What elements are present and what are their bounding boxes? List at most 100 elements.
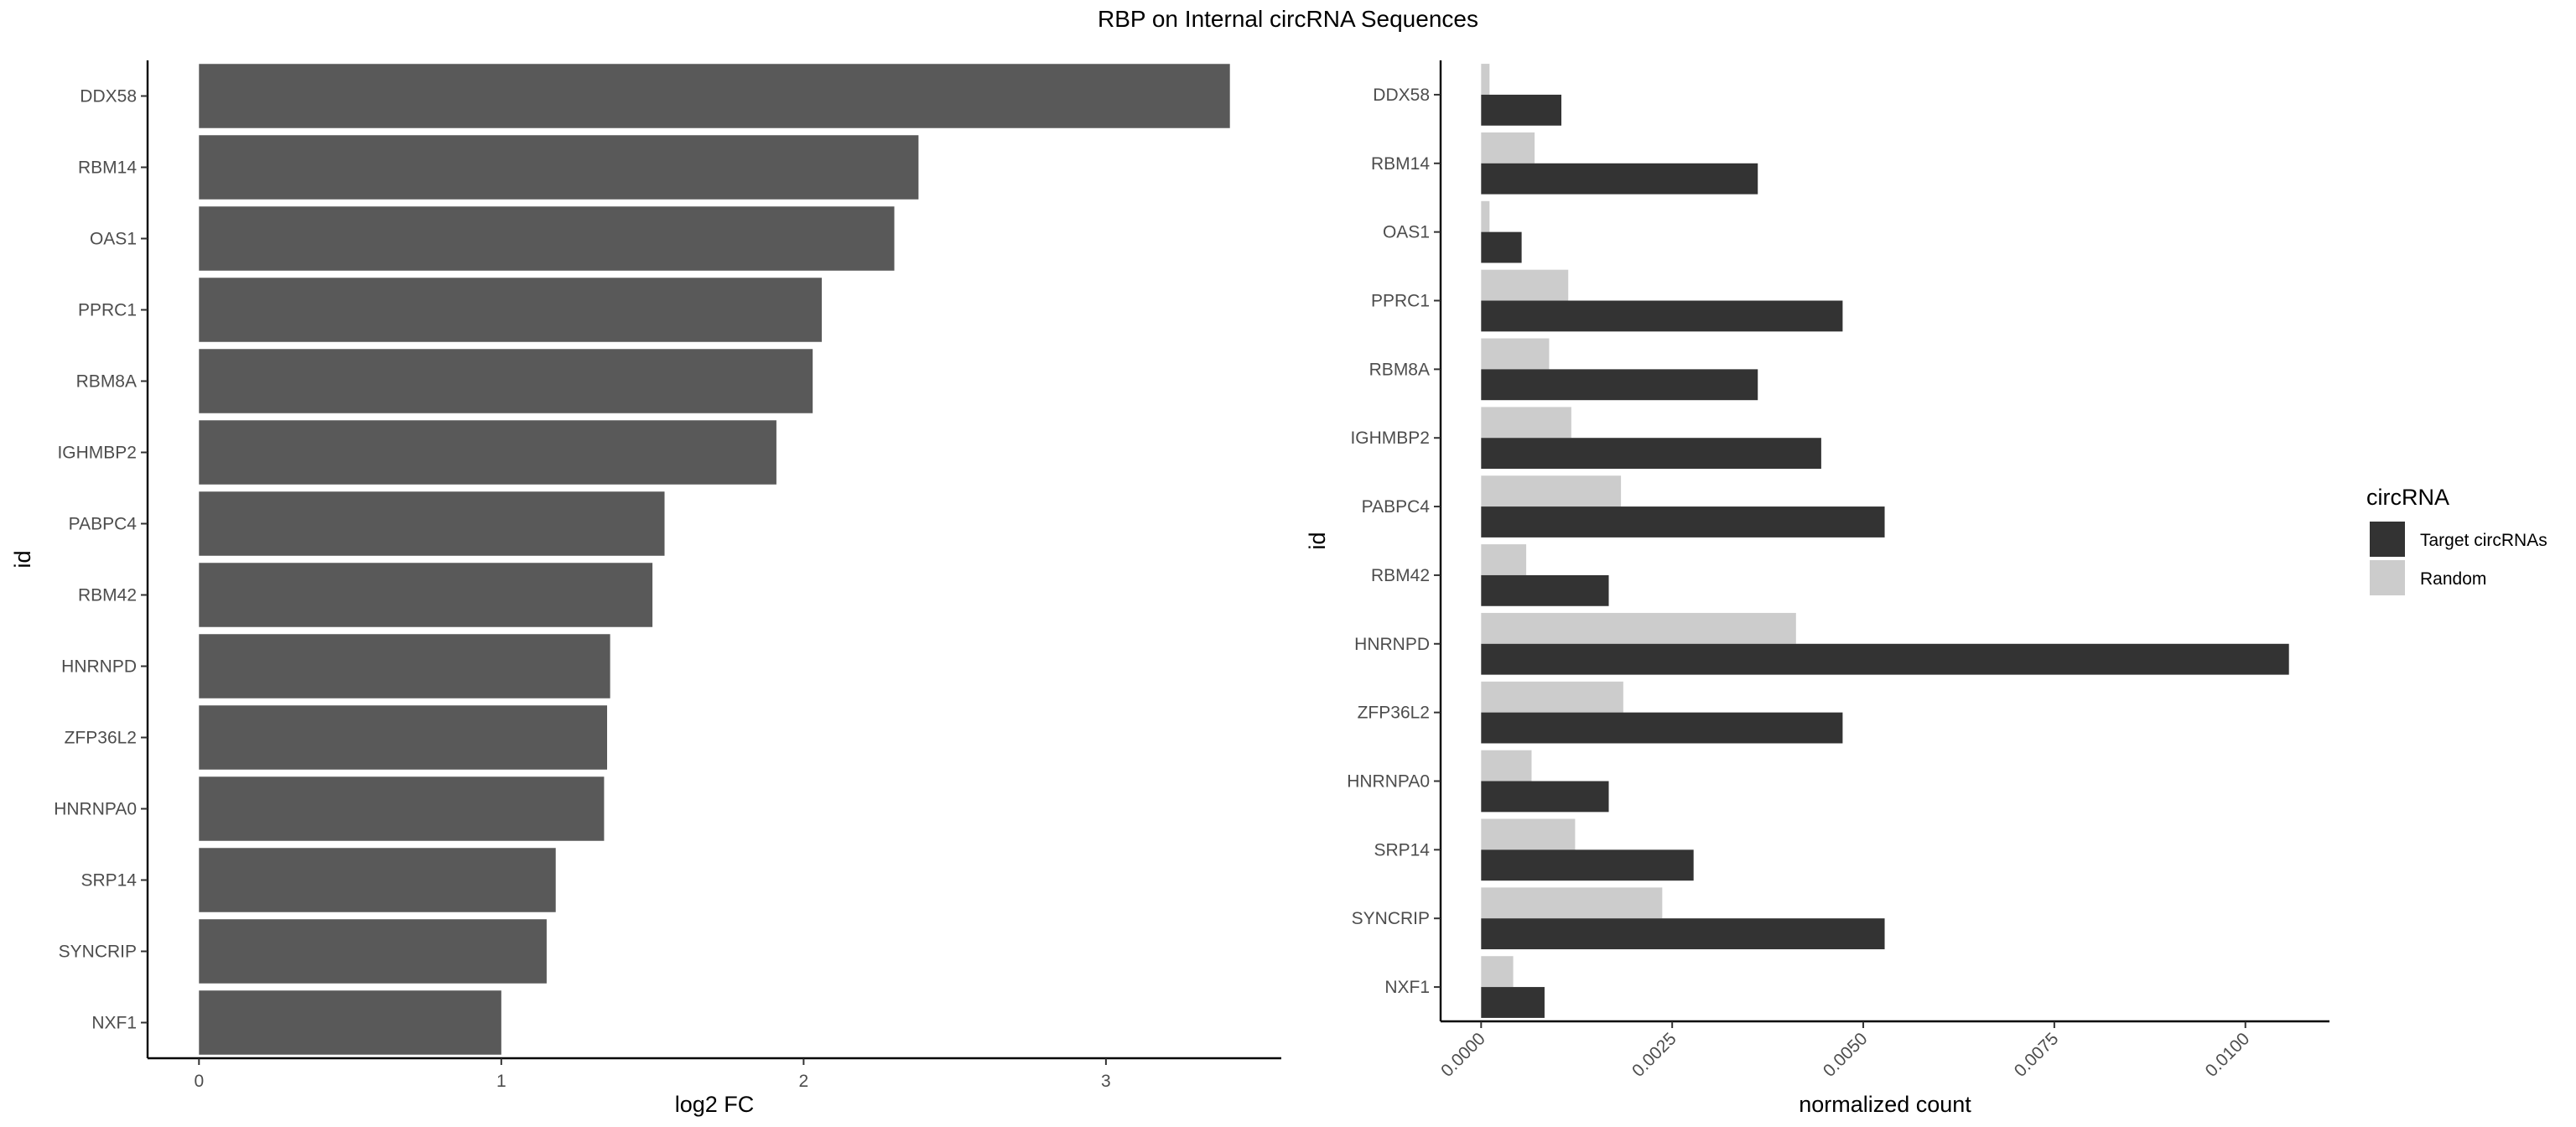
bar-rbm42 (199, 563, 653, 627)
right-y-ticks: DDX58 RBM14 OAS1 PPRC1 RBM8A IGHMBP2 PABPC4 RBM… (1347, 86, 1441, 997)
bar-random-zfp36l2 (1481, 681, 1623, 713)
y-tick-label: RBM14 (78, 158, 137, 178)
y-tick-label: OAS1 (1383, 223, 1430, 242)
left-x-ticks: 0 1 2 3 (194, 1058, 1111, 1091)
y-tick-label: PABPC4 (69, 515, 138, 534)
bar-random-ighmbp2 (1481, 407, 1571, 439)
legend-label: Target circRNAs (2420, 531, 2547, 550)
bar-random-nxf1 (1481, 956, 1514, 988)
left-panel: DDX58 RBM14 OAS1 PPRC1 RBM8A IGHMBP2 PABPC4 RBM… (10, 60, 1281, 1117)
y-tick-label: HNRNPA0 (1347, 772, 1430, 792)
y-tick-label: HNRNPA0 (54, 800, 137, 819)
right-bars (1481, 64, 2289, 1018)
legend-items: Target circRNAs Random (2370, 522, 2547, 595)
x-tick-label: 0.0075 (2011, 1029, 2063, 1081)
right-x-ticks: 0.0000 0.0025 0.0050 0.0075 0.0100 (1437, 1021, 2253, 1081)
bar-random-rbm14 (1481, 132, 1535, 164)
bar-target-zfp36l2 (1481, 712, 1843, 744)
bar-random-hnrnpd (1481, 612, 1796, 644)
y-tick-label: HNRNPD (1354, 635, 1430, 654)
legend: circRNA Target circRNAs Random (2366, 485, 2547, 595)
bar-target-syncrip (1481, 918, 1885, 950)
left-bars (199, 64, 1230, 1055)
y-tick-label: RBM14 (1371, 154, 1430, 174)
y-tick-label: RBM8A (1369, 360, 1430, 379)
bar-random-rbm42 (1481, 544, 1527, 575)
bar-random-srp14 (1481, 818, 1576, 850)
bar-oas1 (199, 206, 895, 271)
y-tick-label: DDX58 (80, 87, 137, 106)
y-tick-label: IGHMBP2 (1350, 428, 1430, 448)
y-tick-label: ZFP36L2 (1358, 704, 1430, 723)
bar-random-ddx58 (1481, 64, 1490, 95)
legend-swatch (2370, 522, 2405, 557)
bar-target-rbm8a (1481, 369, 1758, 401)
bar-random-pabpc4 (1481, 475, 1622, 507)
y-tick-label: RBM8A (76, 372, 137, 392)
bar-target-ighmbp2 (1481, 438, 1821, 470)
bar-target-hnrnpd (1481, 643, 2289, 675)
bar-target-rbm14 (1481, 163, 1758, 195)
bar-srp14 (199, 848, 556, 912)
left-y-ticks: DDX58 RBM14 OAS1 PPRC1 RBM8A IGHMBP2 PABPC4 RBM… (54, 87, 148, 1033)
y-tick-label: SYNCRIP (1352, 909, 1430, 928)
bar-random-pprc1 (1481, 269, 1569, 301)
y-tick-label: HNRNPD (61, 657, 137, 677)
y-tick-label: RBM42 (1371, 566, 1430, 585)
bar-pprc1 (199, 278, 822, 342)
bar-target-pabpc4 (1481, 506, 1885, 538)
bar-random-rbm8a (1481, 338, 1550, 370)
legend-label: Random (2420, 569, 2486, 589)
bar-hnrnpa0 (199, 776, 605, 841)
right-y-axis-title: id (1305, 532, 1330, 549)
bar-pabpc4 (199, 491, 665, 556)
x-tick-label: 3 (1101, 1072, 1111, 1091)
bar-ddx58 (199, 64, 1230, 128)
bar-target-hnrnpa0 (1481, 781, 1609, 813)
y-tick-label: SRP14 (80, 871, 137, 891)
y-tick-label: OAS1 (90, 230, 137, 249)
y-tick-label: NXF1 (91, 1014, 137, 1033)
bar-random-syncrip (1481, 887, 1663, 919)
bar-rbm14 (199, 135, 919, 200)
bar-target-oas1 (1481, 231, 1522, 263)
right-x-axis-title: normalized count (1799, 1092, 1971, 1117)
chart-title: RBP on Internal circRNA Sequences (1098, 6, 1478, 32)
y-tick-label: SYNCRIP (59, 943, 137, 962)
bar-target-rbm42 (1481, 574, 1609, 606)
y-tick-label: PPRC1 (1371, 292, 1430, 311)
bar-target-ddx58 (1481, 94, 1562, 126)
y-tick-label: ZFP36L2 (65, 729, 137, 748)
left-y-axis-title: id (10, 550, 35, 568)
y-tick-label: PABPC4 (1362, 497, 1431, 517)
bar-target-pprc1 (1481, 300, 1843, 332)
y-tick-label: NXF1 (1384, 978, 1430, 997)
right-panel: DDX58 RBM14 OAS1 PPRC1 RBM8A IGHMBP2 PABPC4 RBM… (1305, 60, 2329, 1117)
x-tick-label: 0.0000 (1437, 1029, 1489, 1081)
y-tick-label: RBM42 (78, 586, 137, 605)
y-tick-label: SRP14 (1374, 840, 1430, 860)
y-tick-label: PPRC1 (78, 301, 137, 320)
bar-syncrip (199, 919, 547, 984)
legend-title: circRNA (2366, 485, 2449, 510)
x-tick-label: 0.0100 (2202, 1029, 2254, 1081)
bar-nxf1 (199, 990, 501, 1055)
y-tick-label: IGHMBP2 (57, 444, 137, 463)
left-x-axis-title: log2 FC (675, 1092, 755, 1117)
bar-target-nxf1 (1481, 987, 1545, 1018)
y-tick-label: DDX58 (1373, 86, 1430, 105)
legend-swatch (2370, 560, 2405, 595)
bar-random-oas1 (1481, 200, 1490, 232)
bar-zfp36l2 (199, 705, 608, 770)
x-tick-label: 0.0025 (1628, 1029, 1680, 1081)
bar-rbm8a (199, 349, 813, 413)
bar-hnrnpd (199, 634, 610, 699)
x-tick-label: 0 (194, 1072, 204, 1091)
bar-ighmbp2 (199, 420, 776, 485)
x-tick-label: 1 (496, 1072, 506, 1091)
bar-target-srp14 (1481, 849, 1694, 881)
x-tick-label: 2 (799, 1072, 809, 1091)
bar-random-hnrnpa0 (1481, 750, 1532, 782)
x-tick-label: 0.0050 (1820, 1029, 1872, 1081)
